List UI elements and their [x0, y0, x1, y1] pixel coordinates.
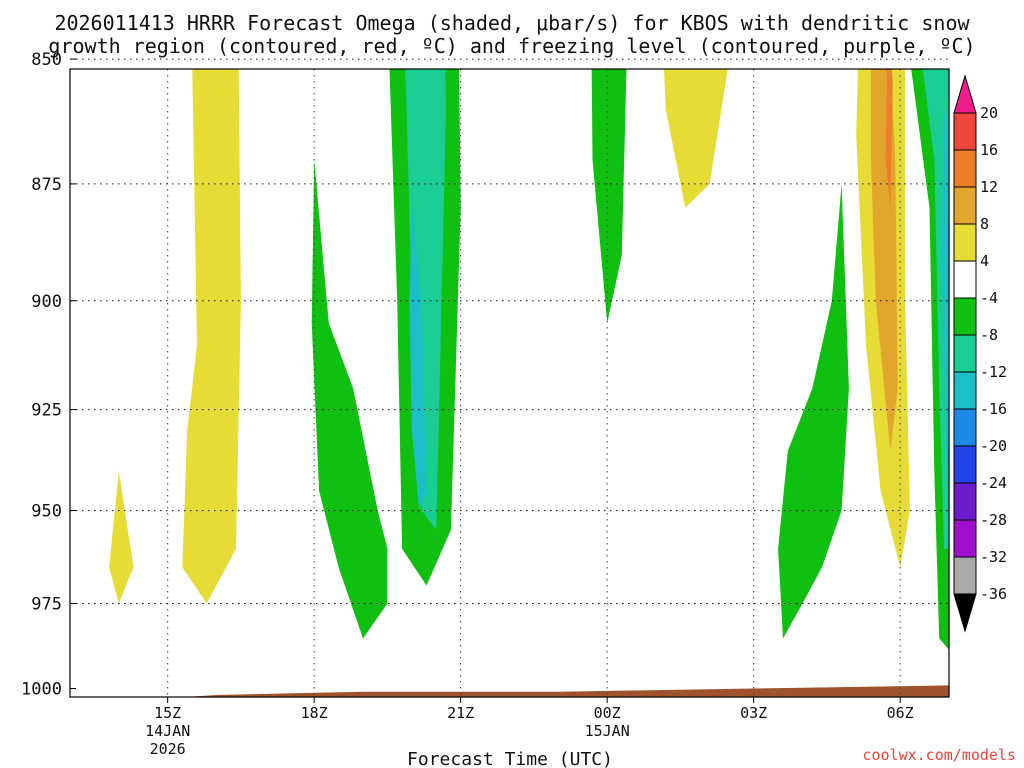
colorbar-segment-6	[953, 297, 977, 336]
x-tick-label-06Z: 06Z	[887, 704, 914, 722]
colorbar-label-6: -8	[980, 326, 998, 344]
colorbar-label-13: -36	[980, 585, 1007, 603]
omega-region--12-12	[941, 109, 949, 471]
x-axis-label: Forecast Time (UTC)	[407, 749, 613, 768]
colorbar-segment-11	[953, 482, 977, 521]
chart-title-line-1: 2026011413 HRRR Forecast Omega (shaded, …	[54, 11, 970, 35]
x-tick-label-21Z: 21Z	[447, 704, 474, 722]
omega-region--4-9	[778, 183, 849, 639]
colorbar-segment-3	[953, 186, 977, 225]
y-tick-label-950: 950	[31, 502, 62, 522]
plot-area: -180	[69, 58, 950, 698]
colorbar-segment-9	[953, 408, 977, 447]
x-tick-year-15Z: 2026	[150, 740, 186, 758]
colorbar-label-7: -12	[980, 363, 1007, 381]
omega-region-12-24	[885, 69, 893, 208]
colorbar-label-1: 16	[980, 141, 998, 159]
colorbar: 20 16 12 8 4 -4 -8 -12 -16 -20 -24 -28 -32 -36	[953, 74, 1007, 633]
omega-region-4-15	[182, 69, 241, 604]
omega-region--8-4	[405, 69, 446, 530]
colorbar-label-10: -24	[980, 474, 1007, 492]
y-tick-label-925: 925	[31, 401, 62, 421]
plot-frame	[69, 68, 950, 698]
omega-shading	[109, 69, 949, 697]
colorbar-label-4: 4	[980, 252, 989, 270]
colorbar-label-5: -4	[980, 289, 998, 307]
colorbar-segment-8	[953, 371, 977, 410]
x-tick-label-15Z: 15Z	[154, 704, 181, 722]
x-tick-label-00Z: 00Z	[594, 704, 621, 722]
colorbar-segment-7	[953, 334, 977, 373]
x-tick-date-15Z: 14JAN	[145, 722, 190, 740]
y-tick-label-875: 875	[31, 175, 62, 195]
colorbar-segment-2	[953, 149, 977, 188]
omega-region-4-16	[109, 471, 134, 604]
colorbar-segment-10	[953, 445, 977, 484]
credit-text: coolwx.com/models	[862, 746, 1016, 764]
grid	[70, 58, 949, 697]
y-tick-label-1000: 1000	[21, 680, 62, 700]
x-tick-date-00Z: 15JAN	[585, 722, 630, 740]
colorbar-segment-1	[953, 112, 977, 151]
omega-region--4-7	[311, 159, 388, 639]
colorbar-label-2: 12	[980, 178, 998, 196]
x-tick-label-18Z: 18Z	[301, 704, 328, 722]
x-tick-label-03Z: 03Z	[740, 704, 767, 722]
y-tick-label-850: 850	[31, 50, 62, 70]
chart-title-line-2: growth region (contoured, red, ºC) and f…	[48, 34, 975, 58]
omega-region-4-18	[663, 69, 728, 208]
colorbar-label-0: 20	[980, 104, 998, 122]
colorbar-segment-4	[953, 223, 977, 262]
y-tick-label-975: 975	[31, 595, 62, 615]
colorbar-segment-12	[953, 519, 977, 558]
colorbar-label-12: -32	[980, 548, 1007, 566]
colorbar-label-11: -28	[980, 511, 1007, 529]
colorbar-segment-13	[953, 556, 977, 595]
colorbar-label-3: 8	[980, 215, 989, 233]
omega-region--4-8	[591, 69, 627, 324]
omega-region--12-6	[409, 207, 427, 511]
y-axis: 5255505756006256506757007257507758008258…	[21, 50, 76, 700]
colorbar-segment-5	[953, 260, 977, 299]
ground-surface	[185, 685, 949, 697]
colorbar-bottom-arrow	[953, 593, 977, 633]
colorbar-label-8: -16	[980, 400, 1007, 418]
y-tick-label-900: 900	[31, 292, 62, 312]
colorbar-label-9: -20	[980, 437, 1007, 455]
omega-region--8-11	[922, 69, 949, 549]
